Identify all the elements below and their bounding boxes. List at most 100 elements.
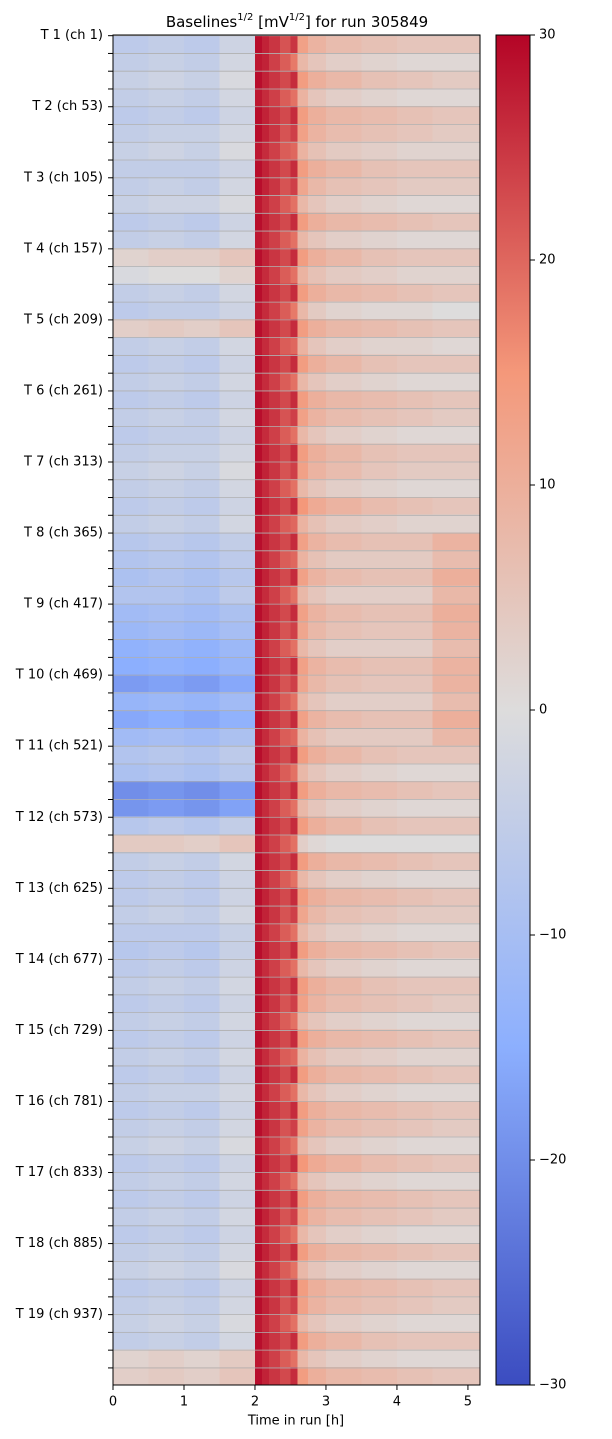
heatmap-cell xyxy=(396,745,433,764)
heatmap-cell xyxy=(148,70,185,89)
heatmap-cell xyxy=(396,1242,433,1262)
heatmap-cell xyxy=(361,70,398,89)
heatmap-cell xyxy=(396,496,433,516)
heatmap-cell xyxy=(148,1065,185,1084)
heatmap-cell xyxy=(269,301,281,320)
heatmap-cell xyxy=(219,194,256,214)
heatmap-cell xyxy=(254,35,263,54)
heatmap-cell xyxy=(432,692,481,711)
heatmap-cell xyxy=(361,248,398,267)
heatmap-cell xyxy=(279,248,291,267)
heatmap-cell xyxy=(297,1242,309,1262)
heatmap-cell xyxy=(113,123,149,142)
heatmap-cell xyxy=(396,1047,433,1066)
heatmap-cell xyxy=(254,390,263,409)
heatmap-cell xyxy=(432,319,481,338)
heatmap-cell xyxy=(325,496,362,516)
heatmap-cell xyxy=(308,1154,327,1173)
heatmap-cell xyxy=(183,710,220,729)
heatmap-cell xyxy=(254,425,263,444)
heatmap-cell xyxy=(361,567,398,587)
heatmap-cell xyxy=(262,319,270,338)
y-tick-label: T 8 (ch 365) xyxy=(23,526,103,541)
heatmap-cell xyxy=(262,70,270,89)
heatmap-cell xyxy=(183,1207,220,1226)
heatmap-cell xyxy=(297,88,309,107)
heatmap-cell xyxy=(183,834,220,853)
heatmap-cell xyxy=(269,1313,281,1333)
heatmap-cell xyxy=(297,923,309,942)
heatmap-cell xyxy=(113,727,149,746)
heatmap-cell xyxy=(254,674,263,693)
heatmap-cell xyxy=(396,1065,433,1084)
heatmap-cell xyxy=(396,727,433,746)
x-tick-label: 0 xyxy=(109,1395,117,1410)
heatmap-cell xyxy=(361,869,398,889)
heatmap-cell xyxy=(219,319,256,338)
heatmap-cell xyxy=(269,798,281,817)
heatmap-cell xyxy=(262,958,270,977)
heatmap-cell xyxy=(361,514,398,533)
heatmap-cell xyxy=(361,1100,398,1119)
heatmap-cell xyxy=(262,177,270,196)
heatmap-cell xyxy=(219,408,256,427)
heatmap-cell xyxy=(219,1225,256,1244)
heatmap-cell xyxy=(262,727,270,746)
heatmap-cell xyxy=(361,621,398,640)
heatmap-cell xyxy=(325,479,362,498)
heatmap-cell xyxy=(290,479,298,498)
heatmap-cell xyxy=(279,1331,291,1350)
heatmap-cell xyxy=(432,248,481,267)
heatmap-cell xyxy=(308,496,327,516)
heatmap-cell xyxy=(396,1296,433,1315)
heatmap-cell xyxy=(396,603,433,622)
heatmap-cell xyxy=(183,976,220,995)
heatmap-cell xyxy=(325,905,362,924)
heatmap-cell xyxy=(279,798,291,817)
heatmap-cell xyxy=(219,1065,256,1084)
heatmap-cell xyxy=(219,869,256,889)
heatmap-cell xyxy=(262,1029,270,1048)
heatmap-cell xyxy=(269,1136,281,1155)
heatmap-cell xyxy=(396,816,433,835)
heatmap-cell xyxy=(183,1313,220,1333)
heatmap-cell xyxy=(361,372,398,391)
heatmap-cell xyxy=(396,1171,433,1191)
heatmap-cell xyxy=(254,1136,263,1155)
heatmap-cell xyxy=(290,958,298,977)
heatmap-cell xyxy=(290,621,298,640)
heatmap-cell xyxy=(432,710,481,729)
heatmap-cell xyxy=(183,1100,220,1119)
heatmap-cell xyxy=(396,710,433,729)
heatmap-cell xyxy=(148,283,185,302)
heatmap-cell xyxy=(254,479,263,498)
heatmap-cell xyxy=(254,443,263,462)
heatmap-cell xyxy=(113,1225,149,1244)
heatmap-cell xyxy=(325,1242,362,1262)
heatmap-cell xyxy=(396,1260,433,1279)
heatmap-cell xyxy=(219,1349,256,1368)
heatmap-cell xyxy=(325,727,362,746)
heatmap-cell xyxy=(361,123,398,142)
heatmap-cell xyxy=(113,1118,149,1137)
heatmap-cell xyxy=(308,1260,327,1279)
heatmap-cell xyxy=(432,638,481,658)
heatmap-cell xyxy=(308,994,327,1013)
heatmap-cell xyxy=(396,1083,433,1102)
heatmap-cell xyxy=(361,283,398,302)
heatmap-cell xyxy=(254,1207,263,1226)
heatmap-cell xyxy=(254,1065,263,1084)
heatmap-cell xyxy=(262,816,270,835)
heatmap-cell xyxy=(113,638,149,658)
heatmap-cell xyxy=(290,390,298,409)
heatmap-cell xyxy=(361,1225,398,1244)
heatmap-cell xyxy=(396,408,433,427)
heatmap-cell xyxy=(290,354,298,373)
heatmap-cell xyxy=(269,887,281,906)
heatmap-cell xyxy=(219,852,256,871)
heatmap-cell xyxy=(254,1225,263,1244)
heatmap-cell xyxy=(396,550,433,569)
heatmap-cell xyxy=(254,585,263,604)
heatmap-cell xyxy=(297,869,309,889)
chart-title: Baselines1/2 [mV1/2] for run 305849 xyxy=(166,12,428,31)
